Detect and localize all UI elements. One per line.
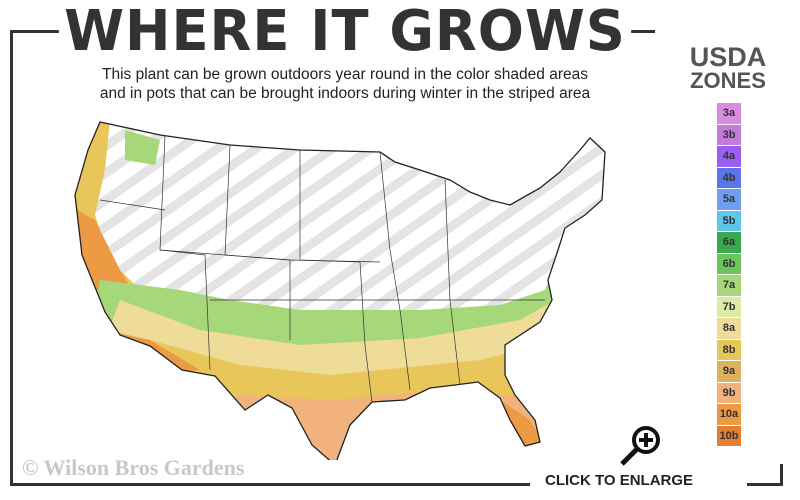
subtitle-line-1: This plant can be grown outdoors year ro… bbox=[102, 66, 588, 83]
zone-swatch-5a: 5a bbox=[717, 189, 741, 210]
zone-swatch-9b: 9b bbox=[717, 382, 741, 403]
copyright-watermark: © Wilson Bros Gardens bbox=[22, 455, 245, 480]
zone-legend: 3a 3b 4a 4b 5a 5b 6a 6b 7a 7b 8a 8b 9a 9b 10a 10b bbox=[717, 103, 741, 447]
magnifier-plus-icon[interactable] bbox=[616, 424, 664, 466]
zone-fills bbox=[75, 122, 605, 460]
zone-swatch-10b: 10b bbox=[717, 425, 741, 446]
zone-swatch-4b: 4b bbox=[717, 167, 741, 188]
zone-swatch-5b: 5b bbox=[717, 210, 741, 231]
zone-swatch-9a: 9a bbox=[717, 361, 741, 382]
zone-swatch-6a: 6a bbox=[717, 232, 741, 253]
legend-title-line-2: ZONES bbox=[690, 68, 766, 93]
zone-swatch-3b: 3b bbox=[717, 124, 741, 145]
legend-title: USDA ZONES bbox=[672, 42, 784, 93]
usda-zone-map[interactable] bbox=[60, 110, 620, 460]
click-to-enlarge-button[interactable]: CLICK TO ENLARGE bbox=[545, 472, 694, 489]
zone-swatch-6b: 6b bbox=[717, 253, 741, 274]
zone-swatch-8a: 8a bbox=[717, 318, 741, 339]
page-title: WHERE IT GROWS bbox=[58, 0, 632, 64]
bottom-gap bbox=[530, 470, 747, 500]
zone-swatch-3a: 3a bbox=[717, 103, 741, 124]
state-borders bbox=[99, 134, 545, 403]
zone-swatch-10a: 10a bbox=[717, 404, 741, 425]
legend-title-line-1: USDA bbox=[689, 42, 767, 72]
subtitle: This plant can be grown outdoors year ro… bbox=[40, 65, 650, 103]
zone-swatch-4a: 4a bbox=[717, 146, 741, 167]
zone-swatch-8b: 8b bbox=[717, 339, 741, 360]
zone-swatch-7a: 7a bbox=[717, 275, 741, 296]
zone-swatch-7b: 7b bbox=[717, 296, 741, 317]
subtitle-line-2: and in pots that can be brought indoors … bbox=[99, 85, 591, 102]
